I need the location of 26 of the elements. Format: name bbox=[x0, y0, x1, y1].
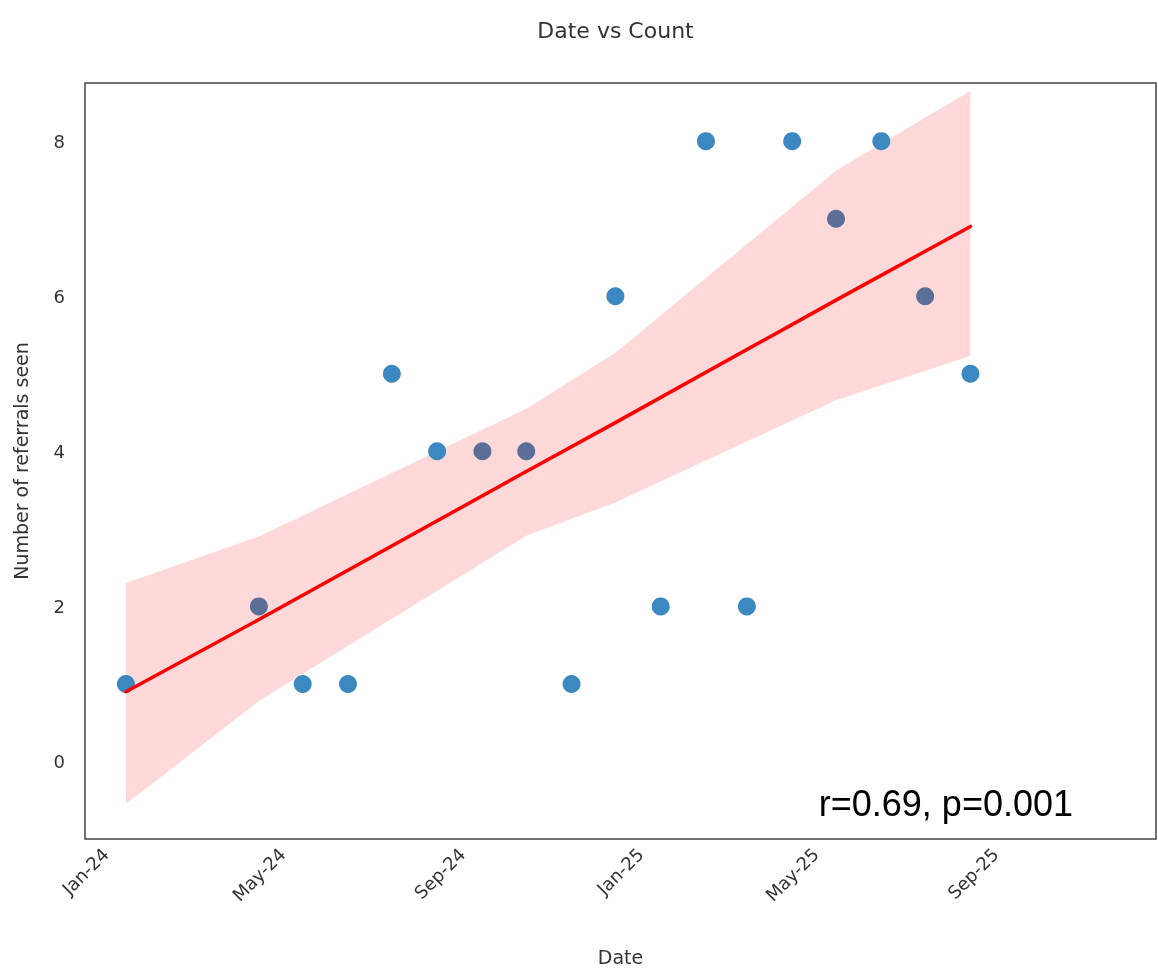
chart-title: Date vs Count bbox=[537, 17, 695, 43]
point bbox=[339, 674, 357, 693]
point bbox=[783, 132, 802, 151]
point bbox=[249, 597, 268, 616]
point bbox=[293, 674, 312, 693]
point bbox=[562, 674, 581, 693]
y-tick-label: 2 bbox=[53, 595, 65, 617]
point bbox=[606, 287, 625, 306]
point bbox=[696, 132, 715, 151]
x-axis-title: Date bbox=[597, 945, 644, 968]
point bbox=[827, 209, 846, 228]
annotation: r=0.69, p=0.001 bbox=[818, 782, 1073, 824]
point bbox=[428, 442, 447, 461]
point bbox=[517, 442, 536, 461]
point bbox=[872, 132, 891, 151]
point bbox=[473, 442, 492, 461]
point bbox=[651, 597, 670, 616]
y-tick-label: 4 bbox=[53, 440, 65, 462]
y-tick-label: 0 bbox=[53, 750, 65, 772]
point bbox=[737, 597, 756, 616]
point bbox=[916, 287, 935, 306]
y-tick-label: 6 bbox=[53, 285, 65, 307]
y-tick-label: 8 bbox=[53, 130, 65, 152]
point bbox=[961, 364, 980, 383]
point bbox=[382, 364, 401, 383]
y-axis-title: Number of referrals seen bbox=[9, 342, 32, 580]
